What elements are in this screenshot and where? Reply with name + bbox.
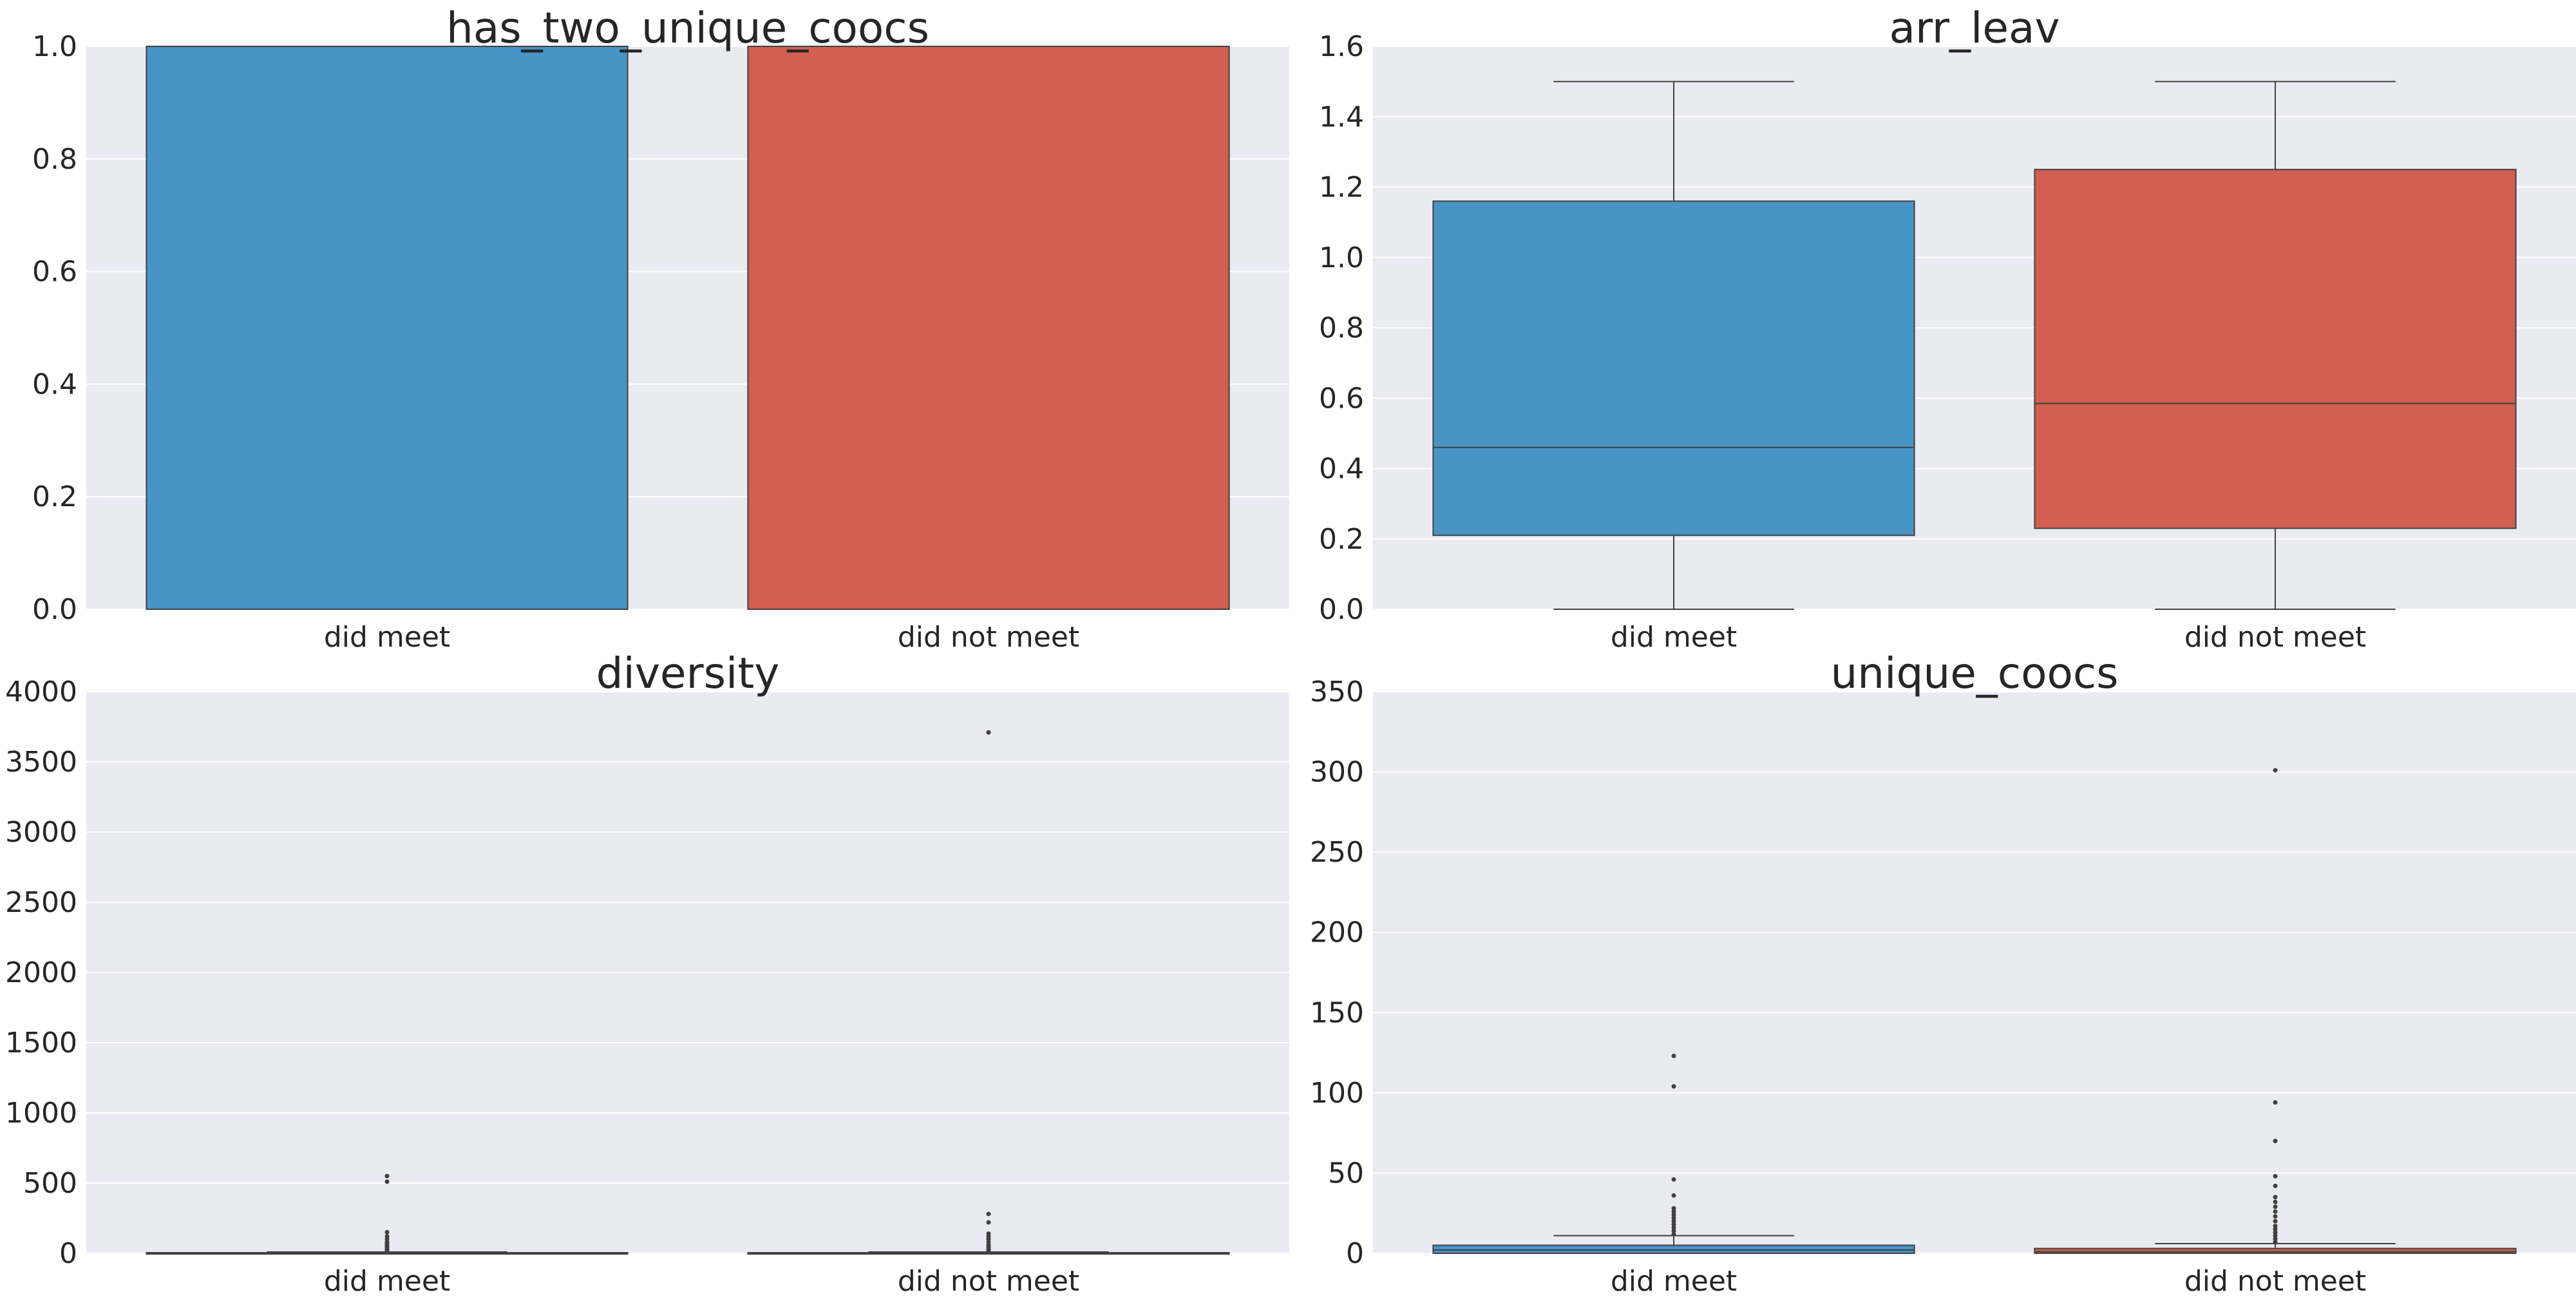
flier-point (1671, 1218, 1676, 1224)
y-tick-label: 1.6 (1319, 30, 1364, 63)
y-tick-label: 1.0 (1319, 242, 1364, 274)
x-tick-label: did meet (1611, 1265, 1737, 1298)
y-tick-label: 1.4 (1319, 100, 1364, 133)
flier-point (2273, 1195, 2278, 1200)
flier-point (2273, 1224, 2278, 1229)
y-tick-label: 500 (23, 1167, 77, 1200)
flier-point (1671, 1215, 1676, 1220)
box-did-not-meet (2034, 169, 2517, 529)
y-tick-label: 1000 (5, 1097, 77, 1130)
flier-point (1671, 1225, 1676, 1230)
subplot-unique-coocs: 0 50 100 150 200 250 300 350 did meet did not mee… (1310, 649, 2576, 1298)
flier-point (2273, 1230, 2278, 1235)
y-tick-label: 0.8 (32, 143, 77, 176)
flier-point (2273, 1214, 2278, 1219)
x-tick-label: did meet (324, 1265, 450, 1298)
x-tick-label: did not meet (898, 621, 1079, 654)
y-tick-label: 0.2 (1319, 523, 1364, 556)
chart-title: diversity (596, 649, 780, 698)
y-tick-label: 100 (1310, 1077, 1364, 1110)
chart-title: arr_leav (1889, 3, 2060, 53)
flier-point (2273, 1227, 2278, 1232)
y-tick-label: 1.0 (32, 30, 77, 63)
y-tick-label: 150 (1310, 996, 1364, 1029)
flier-point (2273, 1204, 2278, 1209)
y-tick-label: 0.0 (1319, 593, 1364, 626)
y-tick-label: 2000 (5, 956, 77, 989)
y-tick-label: 2500 (5, 886, 77, 919)
y-tick-label: 200 (1310, 916, 1364, 949)
flier-point (2273, 1100, 2278, 1105)
bar-did-not-meet (747, 46, 1230, 610)
flier-point (986, 730, 991, 735)
flier-point (2273, 1233, 2278, 1238)
y-tick-label: 0.6 (1319, 382, 1364, 415)
flier-point (384, 1179, 390, 1184)
flier-point (2273, 1240, 2278, 1245)
subplot-arr-leav: 0.0 0.2 0.4 0.6 0.8 1.0 1.2 1.4 1.6 did meet did n… (1319, 3, 2576, 654)
flier-point (2273, 1237, 2278, 1242)
y-tick-label: 0.4 (1319, 453, 1364, 486)
flier-point (2273, 1199, 2278, 1204)
flier-point (2273, 1209, 2278, 1214)
y-tick-label: 1500 (5, 1027, 77, 1059)
x-tick-label: did not meet (898, 1265, 1079, 1298)
chart-title: has_two_unique_coocs (446, 3, 929, 53)
flier-point (1671, 1231, 1676, 1237)
box-did-not-meet (2034, 1247, 2517, 1255)
flier-point (2273, 768, 2278, 773)
y-tick-label: 0.4 (32, 368, 77, 401)
flier-point (986, 1211, 991, 1217)
flier-point (1671, 1209, 1676, 1214)
flier-point (1671, 1228, 1676, 1233)
subplot-has-two-unique-coocs: 0.0 0.2 0.4 0.6 0.8 1.0 did meet did not meet ha… (32, 3, 1289, 654)
flier-point (2273, 1173, 2278, 1179)
axes-background (1373, 692, 2576, 1253)
y-tick-label: 350 (1310, 676, 1364, 708)
subplot-diversity: 0 500 1000 1500 2000 2500 3000 3500 4000 did meet… (5, 649, 1289, 1298)
flier-point (1671, 1212, 1676, 1217)
flier-point (986, 1220, 991, 1225)
y-tick-label: 0.6 (32, 256, 77, 289)
box-did-meet (1432, 200, 1915, 536)
y-tick-label: 0.2 (32, 480, 77, 513)
flier-point (384, 1234, 390, 1239)
y-tick-label: 50 (1328, 1157, 1364, 1190)
y-tick-label: 3500 (5, 746, 77, 779)
flier-point (384, 1229, 390, 1235)
y-tick-label: 1.2 (1319, 171, 1364, 204)
y-tick-label: 0 (59, 1237, 77, 1270)
x-tick-label: did not meet (2184, 621, 2366, 654)
y-tick-label: 300 (1310, 756, 1364, 789)
flier-point (2273, 1139, 2278, 1144)
flier-point (1671, 1193, 1676, 1198)
y-tick-label: 250 (1310, 836, 1364, 869)
flier-point (1671, 1084, 1676, 1089)
x-tick-label: did not meet (2184, 1265, 2366, 1298)
flier-point (1671, 1222, 1676, 1227)
chart-title: unique_coocs (1830, 649, 2118, 698)
y-tick-label: 4000 (5, 676, 77, 708)
flier-point (384, 1173, 390, 1179)
flier-point (1671, 1206, 1676, 1211)
x-tick-label: did meet (1611, 621, 1737, 654)
x-tick-label: did meet (324, 621, 450, 654)
bar-did-meet (146, 46, 629, 610)
y-tick-label: 0 (1346, 1237, 1364, 1270)
y-tick-label: 0.0 (32, 593, 77, 626)
flier-point (1671, 1177, 1676, 1182)
flier-point (986, 1231, 991, 1236)
flier-point (2273, 1218, 2278, 1224)
box-did-meet (1432, 1244, 1915, 1254)
flier-point (1671, 1054, 1676, 1059)
flier-point (2273, 1183, 2278, 1188)
y-tick-label: 3000 (5, 816, 77, 849)
y-tick-label: 0.8 (1319, 312, 1364, 345)
